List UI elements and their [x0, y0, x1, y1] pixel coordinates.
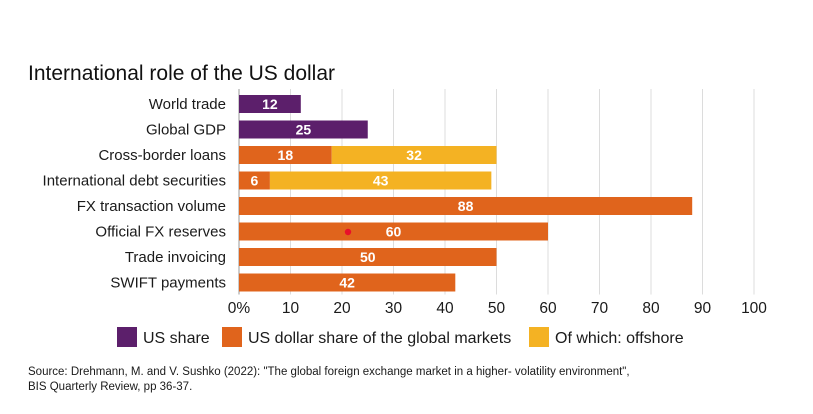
x-tick-0: 0%: [228, 300, 251, 317]
legend-label-us-share: US share: [143, 330, 210, 347]
data-label-cross-border-loans-of-which-offshore: 32: [406, 147, 422, 163]
legend-swatch-of-which-offshore: [529, 327, 549, 347]
x-tick-7: 70: [591, 300, 609, 317]
bar-trade-invoicing-us-dollar-share-of-the-global-markets: [239, 248, 497, 266]
x-tick-6: 60: [539, 300, 557, 317]
x-tick-5: 50: [488, 300, 506, 317]
bar-cross-border-loans-us-dollar-share-of-the-global-markets: [239, 146, 332, 164]
category-label-world-trade: World trade: [149, 96, 226, 113]
bar-fx-transaction-volume-us-dollar-share-of-the-global-markets: [239, 197, 693, 215]
data-label-global-gdp-us-share: 25: [296, 122, 312, 138]
category-label-swift-payments: SWIFT payments: [110, 275, 226, 292]
category-label-international-debt-securities: International debt securities: [43, 173, 226, 190]
bar-global-gdp-us-share: [239, 120, 368, 139]
legend: US share US dollar share of the global ma…: [117, 327, 684, 347]
source-line-1: Source: Drehmann, M. and V. Sushko (2022…: [28, 366, 630, 378]
category-label-cross-border-loans: Cross-border loans: [98, 147, 226, 164]
category-label-global-gdp: Global GDP: [146, 122, 226, 139]
annotation-dot: [344, 228, 352, 236]
bar-international-debt-securities-of-which-offshore: [269, 171, 492, 190]
bar-international-debt-securities-us-dollar-share-of-the-global-markets: [239, 171, 270, 190]
category-label-trade-invoicing: Trade invoicing: [125, 249, 226, 266]
category-labels: World trade Global GDP Cross-border loans I…: [43, 96, 226, 292]
legend-label-us-dollar-share-of-the-global-markets: US dollar share of the global markets: [248, 330, 511, 347]
data-label-swift-payments-us-dollar-share-of-the-global-markets: 42: [339, 275, 355, 291]
x-tick-9: 90: [694, 300, 712, 317]
data-label-official-fx-reserves-us-dollar-share-of-the-global-markets: 60: [386, 224, 402, 240]
x-axis-ticks: 0% 10 20 30 40 50 60 70 80 90 100: [228, 300, 768, 317]
category-label-fx-transaction-volume: FX transaction volume: [77, 198, 226, 215]
data-label-trade-invoicing-us-dollar-share-of-the-global-markets: 50: [360, 249, 376, 265]
x-tick-4: 40: [436, 300, 454, 317]
legend-label-of-which-offshore: Of which: offshore: [555, 330, 684, 347]
x-tick-8: 80: [642, 300, 660, 317]
data-label-fx-transaction-volume-us-dollar-share-of-the-global-markets: 88: [458, 198, 474, 214]
data-label-world-trade-us-share: 12: [262, 96, 278, 112]
data-label-cross-border-loans-us-dollar-share-of-the-global-markets: 18: [278, 147, 294, 163]
x-tick-10: 100: [741, 300, 767, 317]
data-label-international-debt-securities-of-which-offshore: 43: [373, 173, 389, 189]
data-label-international-debt-securities-us-dollar-share-of-the-global-markets: 6: [251, 173, 259, 189]
chart-title: International role of the US dollar: [28, 62, 335, 85]
bar-world-trade-us-share: [239, 95, 301, 113]
bar-official-fx-reserves-us-dollar-share-of-the-global-markets: [239, 222, 548, 241]
x-tick-1: 10: [282, 300, 300, 317]
category-label-official-fx-reserves: Official FX reserves: [95, 224, 226, 241]
bar-swift-payments-us-dollar-share-of-the-global-markets: [239, 273, 456, 292]
x-tick-3: 30: [385, 300, 403, 317]
source-line-2: BIS Quarterly Review, pp 36-37.: [28, 381, 192, 393]
x-tick-2: 20: [333, 300, 351, 317]
legend-swatch-us-share: [117, 327, 137, 347]
legend-swatch-us-dollar-share-of-the-global-markets: [222, 327, 242, 347]
bar-cross-border-loans-of-which-offshore: [331, 146, 497, 164]
